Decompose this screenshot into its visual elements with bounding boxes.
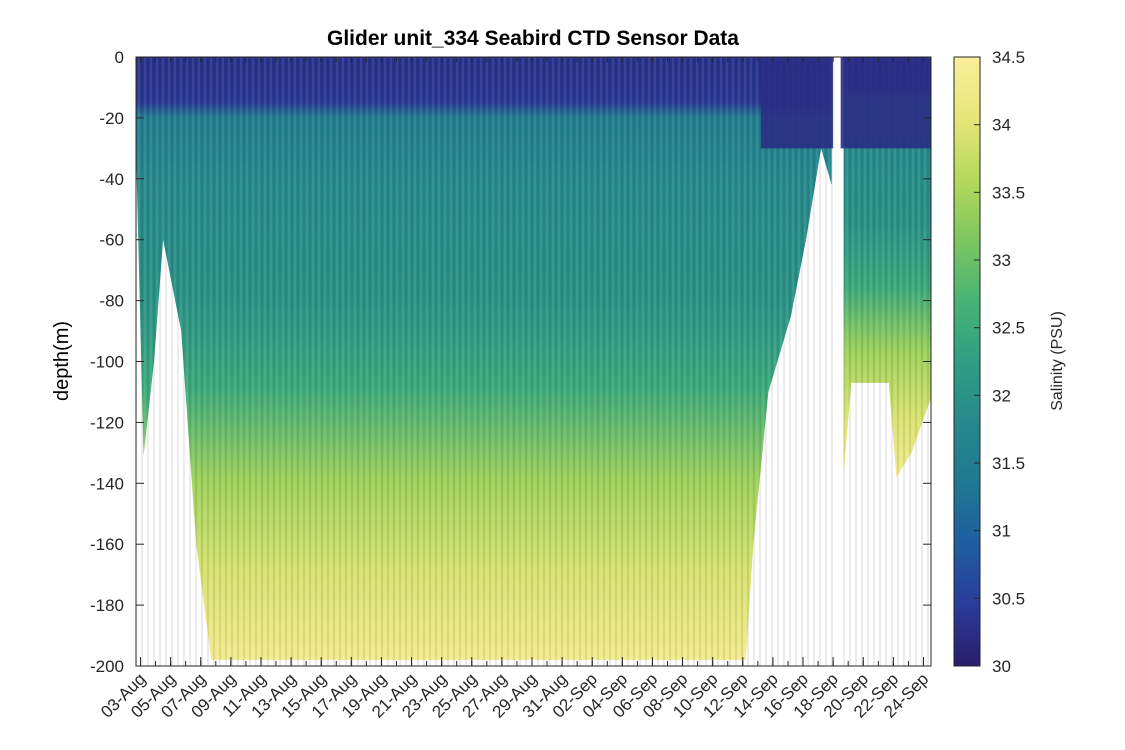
fresh-surface-layer	[760, 57, 834, 149]
colorbar	[953, 56, 981, 667]
y-tick-label: -60	[99, 231, 124, 250]
colorbar-tick-label: 33.5	[992, 183, 1025, 202]
colorbar-label: Salinity (PSU)	[1049, 311, 1066, 411]
y-tick-label: -100	[90, 353, 124, 372]
colorbar-tick-label: 33	[992, 251, 1011, 270]
y-axis-label: depth(m)	[51, 321, 73, 401]
data-coverage-region	[843, 57, 931, 478]
y-tick-label: 0	[115, 48, 124, 67]
colorbar-tick-label: 34.5	[992, 48, 1025, 67]
y-tick-label: -80	[99, 292, 124, 311]
plot-area	[136, 57, 931, 666]
colorbar-tick-label: 32.5	[992, 319, 1025, 338]
colorbar-tick-label: 31.5	[992, 454, 1025, 473]
y-axis: 0 -20 -40 -60 -80 -100 -120 -140 -160 -180 -200	[90, 48, 931, 676]
y-tick-label: -40	[99, 170, 124, 189]
chart-title: Glider unit_334 Seabird CTD Sensor Data	[327, 27, 739, 50]
colorbar-tick-label: 32	[992, 386, 1011, 405]
data-coverage-region	[136, 57, 832, 660]
colorbar-axis: 30 30.5 31 31.5 32 32.5 33 33.5 34 34.5	[974, 48, 1025, 676]
colorbar-tick-label: 30	[992, 657, 1011, 676]
y-tick-label: -180	[90, 596, 124, 615]
fresh-surface-layer	[840, 57, 931, 149]
y-tick-label: -200	[90, 657, 124, 676]
y-tick-label: -120	[90, 413, 124, 432]
y-tick-label: -140	[90, 474, 124, 493]
colorbar-tick-label: 30.5	[992, 589, 1025, 608]
y-tick-label: -160	[90, 535, 124, 554]
profile-striations	[136, 57, 929, 666]
y-tick-label: -20	[99, 109, 124, 128]
colorbar-tick-label: 34	[992, 116, 1011, 135]
colorbar-tick-label: 31	[992, 522, 1011, 541]
